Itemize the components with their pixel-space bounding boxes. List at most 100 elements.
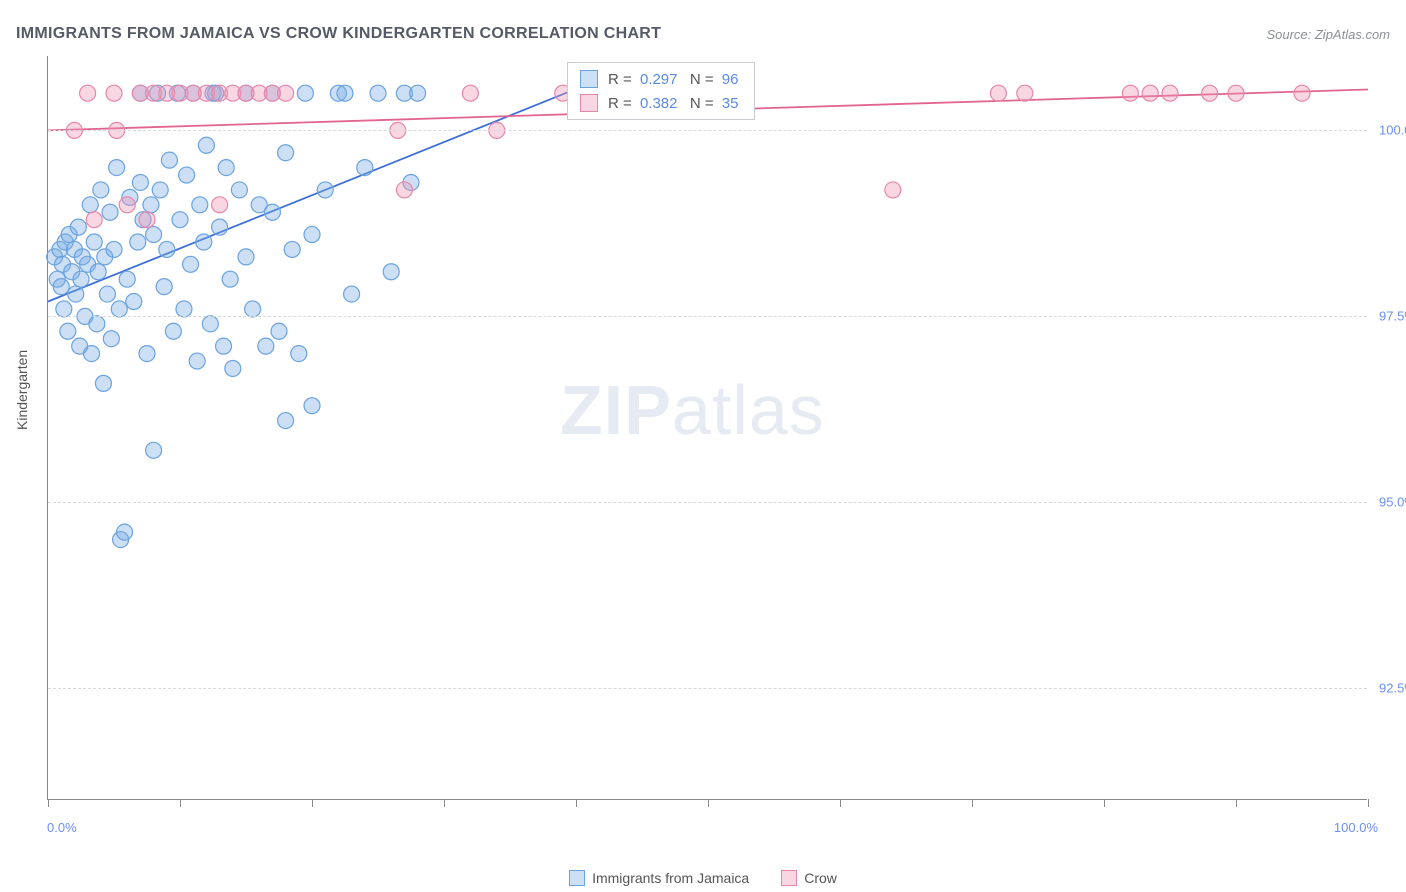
data-point <box>73 271 89 287</box>
legend: Immigrants from Jamaica Crow <box>0 870 1406 886</box>
data-point <box>264 204 280 220</box>
data-point <box>1228 85 1244 101</box>
data-point <box>119 271 135 287</box>
data-point <box>885 182 901 198</box>
data-point <box>111 301 127 317</box>
data-point <box>93 182 109 198</box>
data-point <box>284 241 300 257</box>
grid-line <box>48 316 1367 317</box>
chart-container: IMMIGRANTS FROM JAMAICA VS CROW KINDERGA… <box>0 0 1406 892</box>
data-point <box>143 197 159 213</box>
data-point <box>68 286 84 302</box>
data-point <box>156 279 172 295</box>
data-point <box>304 398 320 414</box>
grid-line <box>48 130 1367 131</box>
data-point <box>218 160 234 176</box>
data-point <box>179 167 195 183</box>
data-point <box>152 182 168 198</box>
data-point <box>172 212 188 228</box>
data-point <box>70 219 86 235</box>
data-point <box>146 442 162 458</box>
chart-title: IMMIGRANTS FROM JAMAICA VS CROW KINDERGA… <box>16 25 661 43</box>
data-point <box>90 264 106 280</box>
data-point <box>271 323 287 339</box>
data-point <box>278 145 294 161</box>
plot-area: 92.5%95.0%97.5%100.0% <box>47 56 1367 800</box>
data-point <box>86 212 102 228</box>
data-point <box>383 264 399 280</box>
data-point <box>165 323 181 339</box>
legend-item: Crow <box>781 870 837 886</box>
x-tick <box>1368 799 1369 807</box>
data-point <box>317 182 333 198</box>
data-point <box>231 182 247 198</box>
header: IMMIGRANTS FROM JAMAICA VS CROW KINDERGA… <box>16 20 1390 48</box>
data-point <box>1162 85 1178 101</box>
y-grid-label: 97.5% <box>1379 309 1406 324</box>
data-point <box>82 197 98 213</box>
x-tick <box>444 799 445 807</box>
data-point <box>212 197 228 213</box>
data-point <box>1294 85 1310 101</box>
x-tick <box>1104 799 1105 807</box>
x-tick <box>180 799 181 807</box>
legend-label: Immigrants from Jamaica <box>592 870 749 886</box>
data-point <box>102 204 118 220</box>
data-point <box>202 316 218 332</box>
grid-line <box>48 502 1367 503</box>
data-point <box>337 85 353 101</box>
data-point <box>1142 85 1158 101</box>
data-point <box>1122 85 1138 101</box>
data-point <box>56 301 72 317</box>
data-point <box>159 241 175 257</box>
stats-row: R = 0.297 N = 96 <box>568 67 754 91</box>
data-point <box>196 234 212 250</box>
data-point <box>130 234 146 250</box>
legend-swatch <box>781 870 797 886</box>
data-point <box>192 197 208 213</box>
data-point <box>297 85 313 101</box>
data-point <box>291 346 307 362</box>
x-tick <box>48 799 49 807</box>
data-point <box>238 249 254 265</box>
y-axis-label: Kindergarten <box>14 350 30 430</box>
data-point <box>89 316 105 332</box>
data-point <box>103 331 119 347</box>
stats-swatch <box>580 70 598 88</box>
data-point <box>462 85 478 101</box>
data-point <box>990 85 1006 101</box>
data-point <box>245 301 261 317</box>
data-point <box>212 219 228 235</box>
legend-label: Crow <box>804 870 837 886</box>
data-point <box>344 286 360 302</box>
data-point <box>370 85 386 101</box>
data-point <box>258 338 274 354</box>
data-point <box>109 160 125 176</box>
data-point <box>99 286 115 302</box>
data-point <box>86 234 102 250</box>
data-point <box>189 353 205 369</box>
x-tick <box>972 799 973 807</box>
data-point <box>225 360 241 376</box>
data-point <box>278 413 294 429</box>
data-point <box>106 241 122 257</box>
data-point <box>117 524 133 540</box>
data-point <box>396 182 412 198</box>
data-point <box>161 152 177 168</box>
x-tick <box>840 799 841 807</box>
data-point <box>139 346 155 362</box>
x-tick <box>708 799 709 807</box>
data-point <box>119 197 135 213</box>
stats-text: R = 0.382 N = 35 <box>608 95 742 112</box>
data-point <box>183 256 199 272</box>
data-point <box>304 227 320 243</box>
stats-box: R = 0.297 N = 96 R = 0.382 N = 35 <box>567 62 755 120</box>
data-point <box>80 85 96 101</box>
data-point <box>1202 85 1218 101</box>
y-grid-label: 100.0% <box>1379 123 1406 138</box>
data-point <box>357 160 373 176</box>
data-point <box>216 338 232 354</box>
data-point <box>106 85 122 101</box>
data-point <box>176 301 192 317</box>
data-point <box>60 323 76 339</box>
